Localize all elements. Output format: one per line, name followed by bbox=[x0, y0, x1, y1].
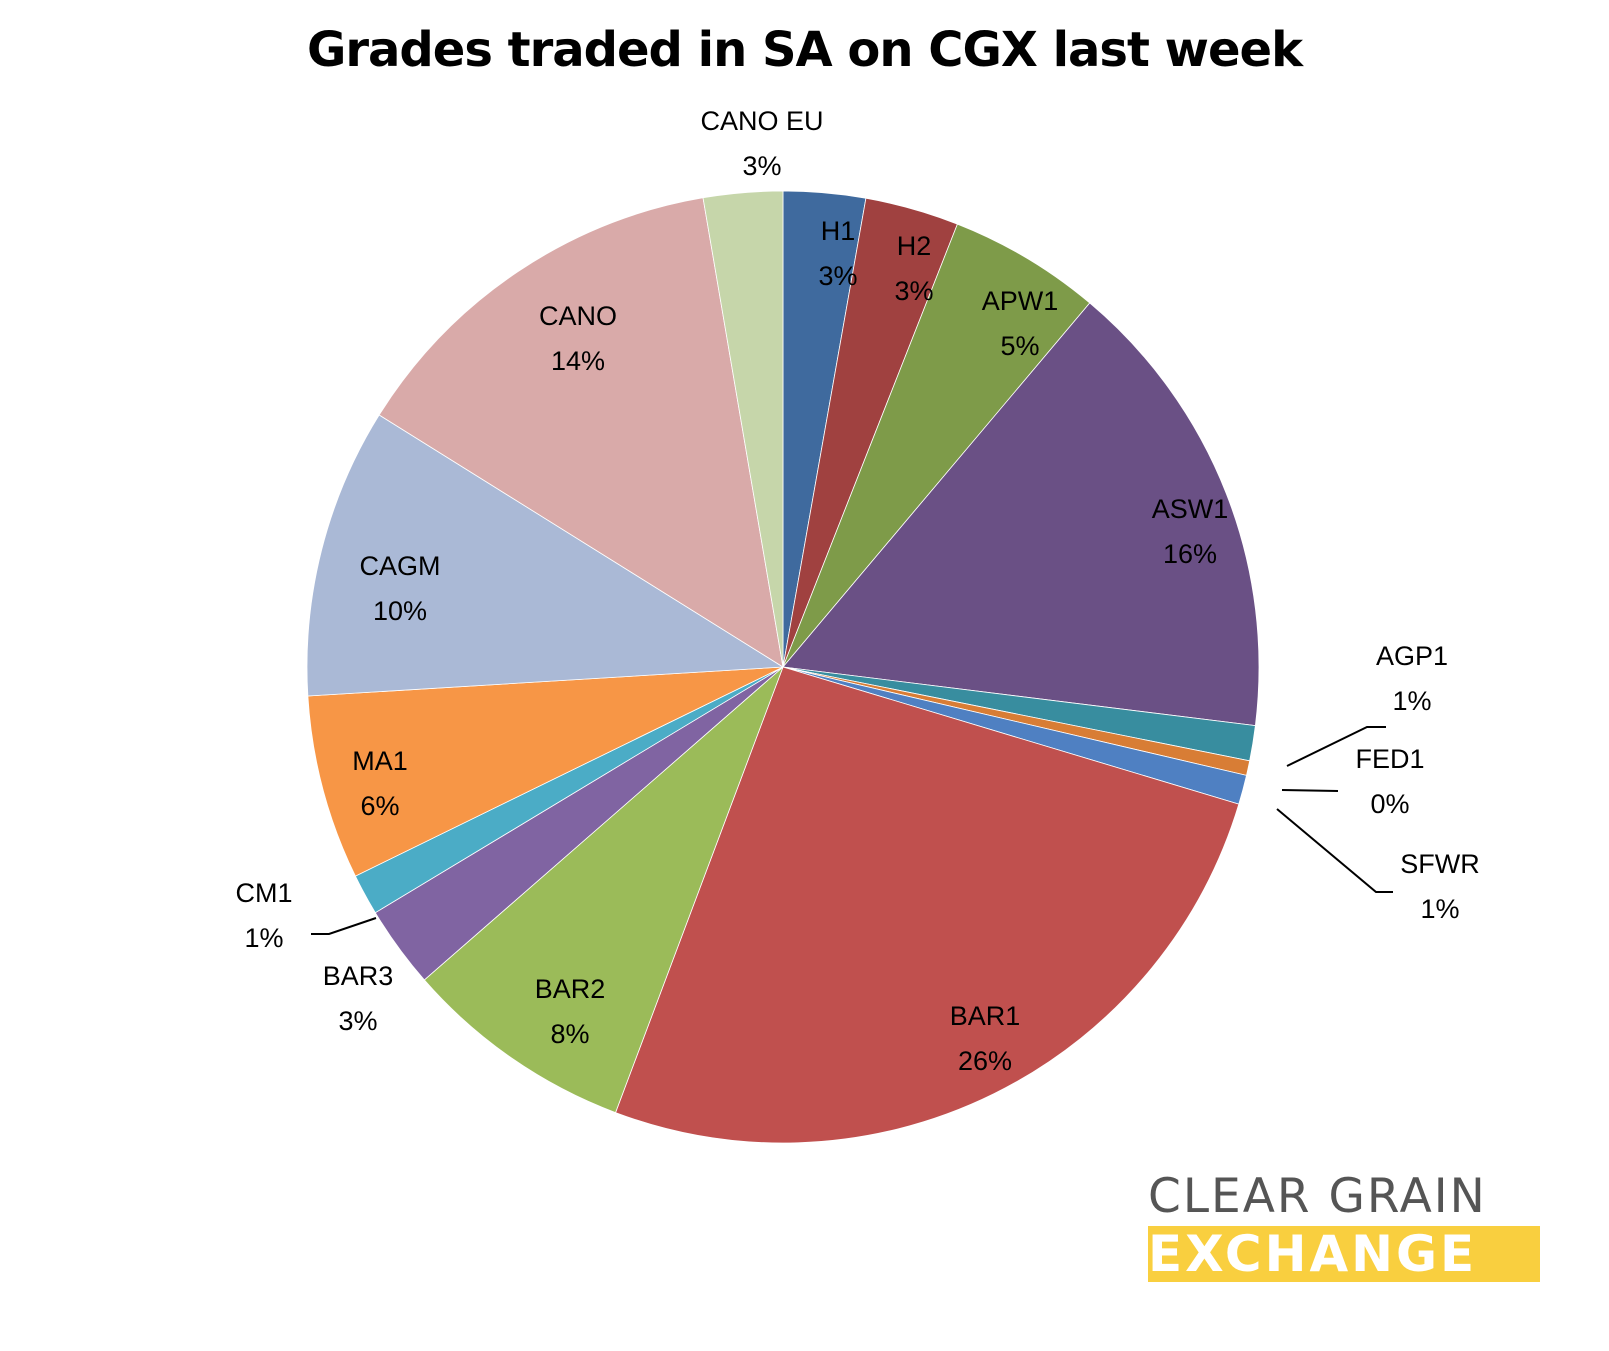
pie-slice-cano bbox=[378, 197, 784, 668]
logo-line1: CLEAR GRAIN bbox=[1148, 1169, 1487, 1224]
slice-percent: 3% bbox=[894, 276, 933, 306]
leader-line bbox=[1276, 808, 1393, 893]
slice-percent: 10% bbox=[373, 596, 427, 626]
pie-slice-bar1 bbox=[615, 666, 1240, 1144]
slice-label: AGP1 bbox=[1376, 641, 1448, 671]
slice-label: ASW1 bbox=[1152, 494, 1229, 524]
slice-percent: 14% bbox=[551, 346, 605, 376]
slice-percent: 0% bbox=[1370, 789, 1409, 819]
slice-label: BAR2 bbox=[535, 974, 606, 1004]
logo-line2: EXCHANGE bbox=[1148, 1226, 1540, 1282]
slice-label: CM1 bbox=[235, 878, 292, 908]
slice-label: SFWR bbox=[1400, 849, 1479, 879]
slice-percent: 3% bbox=[742, 151, 781, 181]
clear-grain-exchange-logo: CLEAR GRAIN EXCHANGE bbox=[1148, 1172, 1540, 1282]
slice-labels: H1 3% H2 3% APW1 5% ASW1 16% AGP1 1% FED1 0% SFWR 1% B… bbox=[235, 106, 1479, 1076]
leader-lines bbox=[311, 726, 1393, 935]
pie-slice-cagm bbox=[306, 414, 785, 697]
slice-label: CANO bbox=[539, 301, 617, 331]
slice-percent: 1% bbox=[244, 923, 283, 953]
slice-percent: 5% bbox=[1000, 331, 1039, 361]
slice-label: FED1 bbox=[1355, 744, 1424, 774]
slice-percent: 8% bbox=[550, 1019, 589, 1049]
slice-percent: 1% bbox=[1392, 686, 1431, 716]
slice-percent: 6% bbox=[360, 791, 399, 821]
slice-percent: 26% bbox=[958, 1046, 1012, 1076]
pie-slice-apw1 bbox=[782, 223, 1091, 668]
pie-slices bbox=[306, 190, 1260, 1144]
slice-label: H2 bbox=[897, 231, 932, 261]
leader-line bbox=[1281, 789, 1339, 792]
slice-percent: 1% bbox=[1420, 894, 1459, 924]
slice-label: BAR3 bbox=[323, 961, 394, 991]
slice-percent: 3% bbox=[338, 1006, 377, 1036]
pie-slice-cano-eu bbox=[702, 190, 784, 668]
leader-line bbox=[1286, 726, 1386, 767]
slice-percent: 16% bbox=[1163, 539, 1217, 569]
slice-percent: 3% bbox=[818, 261, 857, 291]
slice-label: H1 bbox=[821, 216, 856, 246]
chart-title: Grades traded in SA on CGX last week bbox=[306, 22, 1303, 78]
slice-label: CAGM bbox=[360, 551, 441, 581]
pie-slice-ma1 bbox=[307, 666, 784, 877]
slice-label: MA1 bbox=[352, 746, 408, 776]
slice-label: BAR1 bbox=[950, 1001, 1021, 1031]
pie-slice-asw1 bbox=[782, 302, 1260, 727]
pie-slice-bar2 bbox=[423, 666, 784, 1114]
slice-label: CANO EU bbox=[700, 106, 823, 136]
leader-line bbox=[311, 917, 377, 935]
slice-label: APW1 bbox=[982, 286, 1059, 316]
